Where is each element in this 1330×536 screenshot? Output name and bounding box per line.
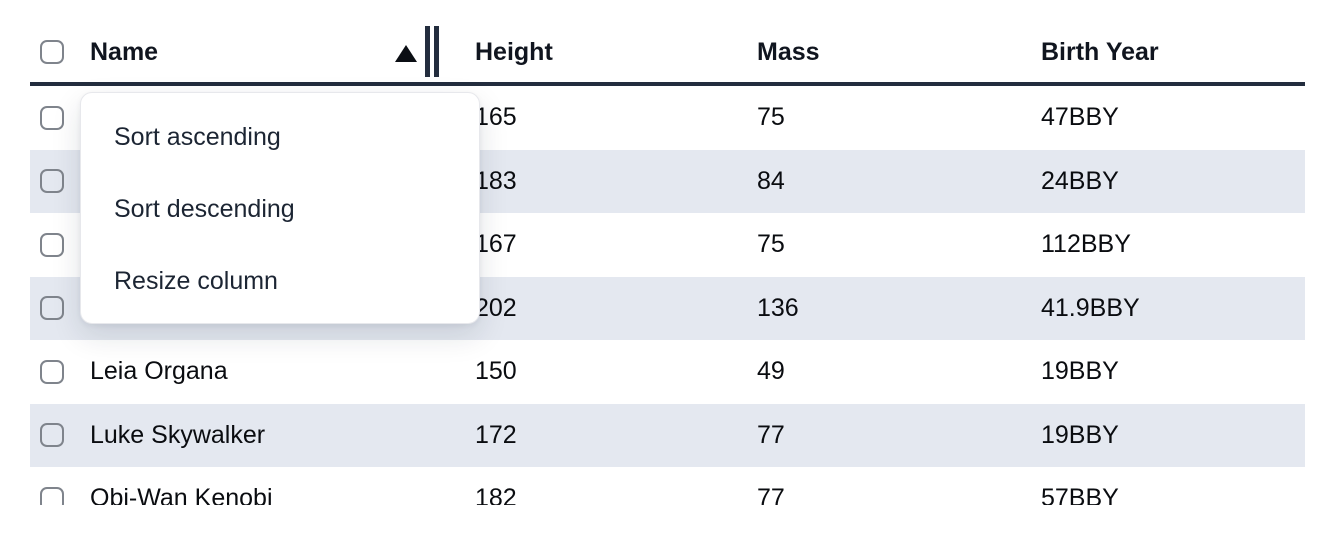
cell-mass: 49 xyxy=(757,357,785,386)
row-checkbox[interactable] xyxy=(40,105,64,130)
row-select-cell xyxy=(30,359,80,384)
cell-mass: 75 xyxy=(757,103,785,132)
resize-grip-bar xyxy=(425,26,430,77)
table-row: Luke Skywalker 172 77 19BBY xyxy=(30,403,1305,467)
menu-item-sort-descending[interactable]: Sort descending xyxy=(114,194,295,223)
menu-item-resize-column[interactable]: Resize column xyxy=(114,266,278,295)
cell-name: Leia Organa xyxy=(90,357,228,386)
row-select-cell xyxy=(30,486,80,505)
column-context-menu: Sort ascending Sort descending Resize colu… xyxy=(80,92,480,324)
table-header-row: Name Height Mass Birth Year xyxy=(30,0,1305,86)
select-all-cell xyxy=(30,40,80,64)
column-header-height[interactable]: Height xyxy=(475,38,757,67)
cell-mass: 84 xyxy=(757,166,785,195)
column-header-name[interactable]: Name xyxy=(80,38,475,67)
cell-height: 150 xyxy=(475,357,517,386)
row-checkbox[interactable] xyxy=(40,486,64,505)
cell-height: 182 xyxy=(475,484,517,505)
row-select-cell xyxy=(30,105,80,130)
row-select-cell xyxy=(30,296,80,321)
sort-ascending-icon xyxy=(395,45,417,62)
column-header-mass-label: Mass xyxy=(757,37,820,66)
table-row: Leia Organa 150 49 19BBY xyxy=(30,340,1305,404)
cell-mass: 75 xyxy=(757,230,785,259)
column-header-mass[interactable]: Mass xyxy=(757,38,1041,67)
column-header-birth-year[interactable]: Birth Year xyxy=(1041,38,1305,67)
cell-birth-year: 57BBY xyxy=(1041,484,1119,505)
cell-birth-year: 19BBY xyxy=(1041,420,1119,449)
cell-mass: 77 xyxy=(757,420,785,449)
column-header-height-label: Height xyxy=(475,37,553,66)
cell-height: 165 xyxy=(475,103,517,132)
resize-grip-bar xyxy=(434,26,439,77)
table-row: 167 75 112BBY xyxy=(30,213,1305,277)
row-checkbox[interactable] xyxy=(40,296,64,321)
cell-mass: 77 xyxy=(757,484,785,505)
cell-name: Obi-Wan Kenobi xyxy=(90,484,273,505)
cell-birth-year: 47BBY xyxy=(1041,103,1119,132)
row-select-cell xyxy=(30,169,80,194)
row-checkbox[interactable] xyxy=(40,359,64,384)
row-select-cell xyxy=(30,232,80,257)
row-checkbox[interactable] xyxy=(40,169,64,194)
select-all-checkbox[interactable] xyxy=(40,40,64,64)
cell-birth-year: 24BBY xyxy=(1041,166,1119,195)
cell-name: Luke Skywalker xyxy=(90,420,266,449)
cell-height: 167 xyxy=(475,230,517,259)
table-row: 165 75 47BBY xyxy=(30,86,1305,150)
cell-height: 183 xyxy=(475,166,517,195)
cell-height: 202 xyxy=(475,293,517,322)
table-row: Obi-Wan Kenobi 182 77 57BBY xyxy=(30,467,1305,505)
row-select-cell xyxy=(30,423,80,448)
cell-mass: 136 xyxy=(757,293,799,322)
cell-birth-year: 112BBY xyxy=(1041,230,1131,259)
column-header-birth-year-label: Birth Year xyxy=(1041,37,1159,66)
cell-birth-year: 19BBY xyxy=(1041,357,1119,386)
menu-item-sort-ascending[interactable]: Sort ascending xyxy=(114,122,281,151)
column-header-name-label: Name xyxy=(90,37,159,66)
cell-birth-year: 41.9BBY xyxy=(1041,293,1140,322)
row-checkbox[interactable] xyxy=(40,423,64,448)
column-resize-handle[interactable] xyxy=(425,26,439,77)
cell-height: 172 xyxy=(475,420,517,449)
row-checkbox[interactable] xyxy=(40,232,64,257)
